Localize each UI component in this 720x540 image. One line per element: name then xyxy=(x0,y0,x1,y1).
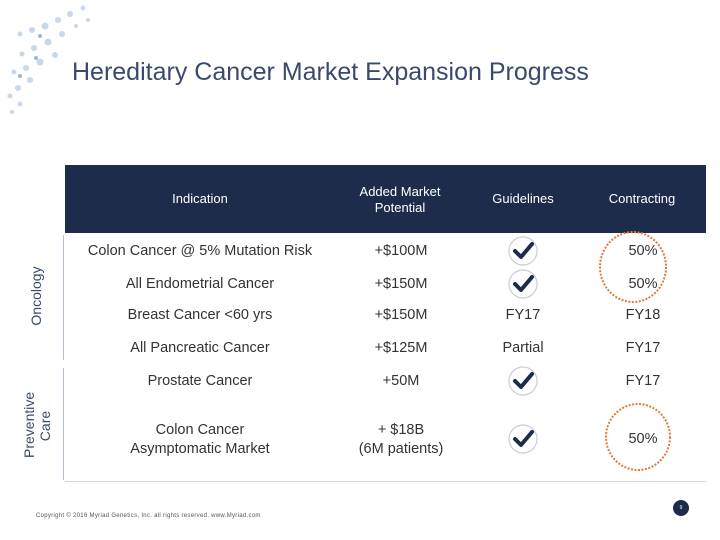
table-header: Indication Added Market Potential Guidel… xyxy=(65,165,706,233)
highlight-ring xyxy=(605,403,671,471)
row2-indication: All Endometrial Cancer xyxy=(125,276,275,292)
row5-contracting: FY17 xyxy=(625,373,661,389)
oncology-divider xyxy=(63,235,64,360)
check-icon xyxy=(508,269,538,299)
check-icon xyxy=(508,424,538,454)
preventive-care-text: Preventive Care xyxy=(21,391,53,458)
header-indication: Indication xyxy=(172,191,228,206)
row4-indication: All Pancreatic Cancer xyxy=(130,340,270,356)
header-contracting: Contracting xyxy=(608,191,676,206)
row2-potential: +$150M xyxy=(374,276,428,292)
header-added-market-potential: Added Market Potential xyxy=(335,184,465,216)
row6-potential-line1: + $18B xyxy=(377,422,425,438)
slide-title: Hereditary Cancer Market Expansion Progr… xyxy=(72,58,589,86)
row3-contracting: FY18 xyxy=(625,307,661,323)
row3-potential: +$150M xyxy=(374,307,428,323)
row6-potential-line2: (6M patients) xyxy=(358,441,444,457)
row3-guidelines: FY17 xyxy=(505,307,541,323)
decorative-dots xyxy=(7,5,90,114)
row6-indication-line2: Asymptomatic Market xyxy=(130,441,270,457)
header-potential-text: Added Market Potential xyxy=(359,184,441,215)
row4-guidelines: Partial xyxy=(502,340,544,356)
row5-indication: Prostate Cancer xyxy=(147,373,253,389)
group-label-preventive-care: Preventive Care xyxy=(21,376,53,476)
row4-potential: +$125M xyxy=(374,340,428,356)
table-body xyxy=(65,233,706,481)
row1-potential: +$100M xyxy=(374,243,428,259)
page-number-badge: 9 xyxy=(673,500,689,516)
row1-indication: Colon Cancer @ 5% Mutation Risk xyxy=(87,243,313,259)
row2-contracting: 50% xyxy=(628,276,658,292)
copyright-footer: Copyright © 2016 Myriad Genetics, Inc. a… xyxy=(36,513,261,519)
check-icon xyxy=(508,366,538,396)
row4-contracting: FY17 xyxy=(625,340,661,356)
preventive-divider xyxy=(63,368,64,480)
row1-contracting: 50% xyxy=(628,243,658,259)
header-guidelines: Guidelines xyxy=(492,191,554,206)
check-icon xyxy=(508,236,538,266)
row3-indication: Breast Cancer <60 yrs xyxy=(127,307,273,323)
row6-contracting: 50% xyxy=(628,431,658,447)
row6-indication-line1: Colon Cancer xyxy=(155,422,245,438)
table-bottom-divider xyxy=(65,481,706,482)
group-label-oncology: Oncology xyxy=(28,266,44,326)
highlight-ring xyxy=(599,231,667,303)
row5-potential: +50M xyxy=(382,373,420,389)
